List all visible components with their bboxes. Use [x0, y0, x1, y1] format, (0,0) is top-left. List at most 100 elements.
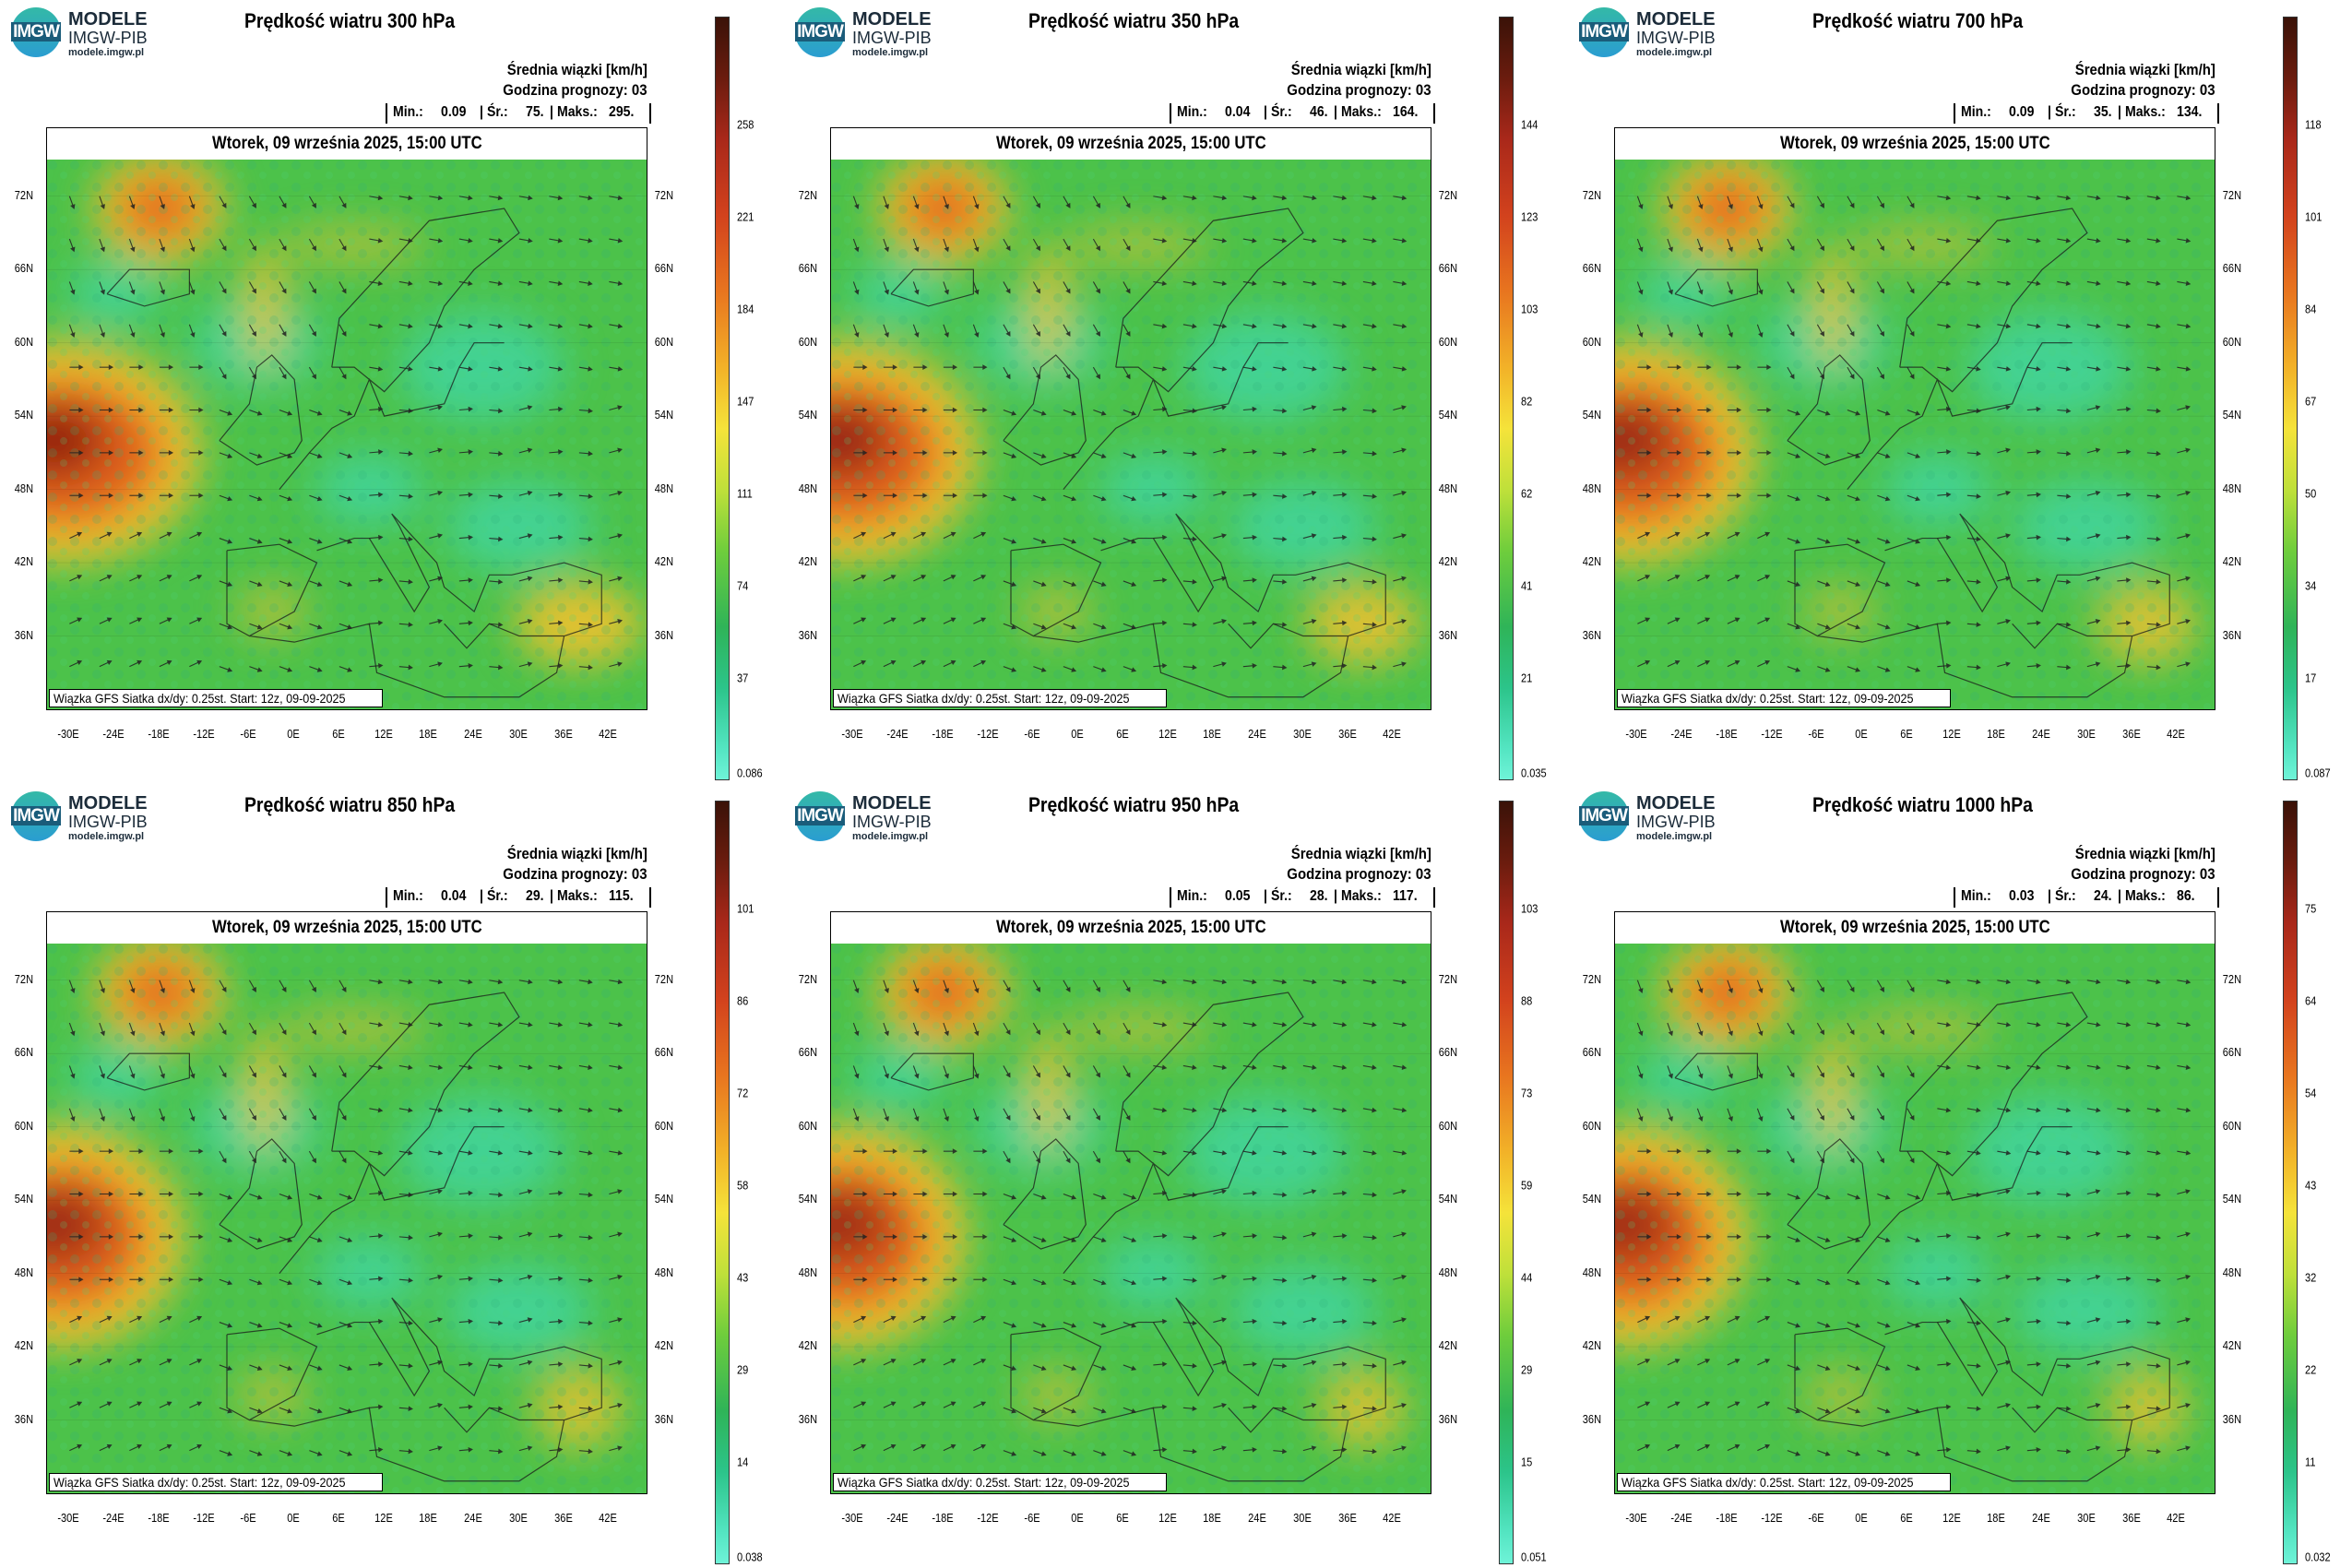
wind-arrow: [1676, 1234, 1682, 1240]
colorbar-tick: 147: [737, 394, 754, 409]
logo-url[interactable]: modele.imgw.pl: [68, 831, 145, 842]
wind-arrow: [1035, 1072, 1040, 1078]
lat-tick-right: 54N: [2222, 408, 2242, 422]
wind-arrow: [1040, 581, 1047, 588]
wind-arrow: [1192, 1107, 1197, 1113]
wind-speed-map[interactable]: [47, 944, 647, 1493]
wind-arrow: [1705, 575, 1711, 580]
wind-arrow: [980, 1315, 987, 1321]
wind-arrow: [70, 988, 76, 993]
wind-arrow: [377, 979, 384, 985]
lat-tick-right: 42N: [654, 1338, 674, 1353]
wind-arrow: [588, 1320, 593, 1326]
wind-arrow: [1976, 493, 1981, 499]
wind-arrow: [588, 578, 593, 585]
wind-arrow: [2126, 492, 2132, 498]
logo-url[interactable]: modele.imgw.pl: [1636, 47, 1713, 58]
wind-arrow: [227, 539, 233, 544]
wind-arrow: [890, 1443, 897, 1450]
lon-tick: 6E: [332, 1511, 345, 1525]
wind-arrow: [311, 245, 316, 252]
wind-arrow: [1766, 364, 1772, 371]
wind-arrow: [982, 1191, 988, 1197]
wind-speed-map[interactable]: [1615, 944, 2215, 1493]
imgw-logo[interactable]: IMGW MODELE IMGW-PIB modele.imgw.pl: [11, 791, 168, 843]
wind-arrow: [1884, 1408, 1891, 1414]
wind-arrow: [281, 1072, 287, 1078]
lat-tick-left: 42N: [1582, 554, 1602, 569]
wind-arrow: [1100, 1323, 1107, 1328]
wind-arrow: [2065, 979, 2072, 985]
map-frame[interactable]: Wtorek, 09 września 2025, 15:00 UTC Wiązk…: [1614, 911, 2215, 1494]
wind-arrow: [2126, 662, 2132, 669]
wind-arrow: [1976, 1277, 1981, 1283]
map-frame[interactable]: Wtorek, 09 września 2025, 15:00 UTC Wiązk…: [830, 127, 1431, 710]
logo-url[interactable]: modele.imgw.pl: [68, 47, 145, 58]
lat-tick-left: 42N: [1582, 1338, 1602, 1353]
stats-avg-label: Śr.:: [1271, 888, 1292, 904]
wind-arrow: [1071, 1451, 1077, 1456]
logo-url[interactable]: modele.imgw.pl: [1636, 831, 1713, 842]
wind-arrow: [980, 531, 987, 537]
wind-arrow: [1945, 238, 1952, 244]
wind-arrow: [1035, 986, 1040, 992]
lat-tick-left: 60N: [798, 334, 818, 349]
map-frame[interactable]: Wtorek, 09 września 2025, 15:00 UTC Wiązk…: [1614, 127, 2215, 710]
wind-arrow: [1282, 1406, 1288, 1411]
wind-arrow: [190, 1073, 196, 1079]
wind-arrow: [77, 1443, 83, 1450]
map-frame[interactable]: Wtorek, 09 września 2025, 15:00 UTC Wiązk…: [830, 911, 1431, 1494]
stats-avg-label: Śr.:: [2055, 104, 2076, 120]
stats-separator: |: [550, 888, 553, 904]
wind-arrow: [1252, 620, 1257, 626]
wind-arrow: [1646, 407, 1652, 413]
wind-arrow: [2066, 1234, 2072, 1241]
wind-arrow: [2005, 979, 2012, 985]
coastlines: [890, 208, 1386, 698]
wind-speed-map[interactable]: [831, 944, 1431, 1493]
wind-speed-map[interactable]: [47, 160, 647, 709]
wind-arrow: [1282, 536, 1288, 542]
wind-arrow: [498, 493, 504, 499]
wind-arrow: [558, 449, 564, 455]
imgw-logo[interactable]: IMGW MODELE IMGW-PIB modele.imgw.pl: [1579, 791, 1736, 843]
source-note: Wiązka GFS Siatka dx/dy: 0.25st. Start: …: [833, 689, 1167, 707]
wind-arrow: [1035, 202, 1040, 208]
colorbar-tick: 29: [737, 1362, 749, 1377]
wind-speed-map[interactable]: [1615, 160, 2215, 709]
wind-arrow: [588, 238, 593, 244]
wind-arrow: [1855, 581, 1861, 588]
wind-arrow: [557, 1022, 564, 1028]
wind-arrow: [497, 366, 504, 372]
imgw-logo[interactable]: IMGW MODELE IMGW-PIB modele.imgw.pl: [1579, 7, 1736, 59]
wind-arrow: [70, 1030, 76, 1037]
wind-arrow: [1312, 323, 1317, 329]
map-frame[interactable]: Wtorek, 09 września 2025, 15:00 UTC Wiązk…: [46, 127, 647, 710]
imgw-logo[interactable]: IMGW MODELE IMGW-PIB modele.imgw.pl: [795, 791, 952, 843]
imgw-logo[interactable]: IMGW MODELE IMGW-PIB modele.imgw.pl: [11, 7, 168, 59]
wind-arrow: [1728, 1073, 1733, 1079]
wind-arrow: [944, 1030, 949, 1037]
lat-tick-left: 72N: [1582, 187, 1602, 202]
logo-url[interactable]: modele.imgw.pl: [852, 47, 929, 58]
logo-url[interactable]: modele.imgw.pl: [852, 831, 929, 842]
wind-arrow: [1795, 1323, 1801, 1328]
wind-arrow: [1125, 1029, 1131, 1036]
logo-subtitle: IMGW-PIB: [852, 813, 932, 831]
wind-arrow: [1011, 1194, 1017, 1200]
map-frame[interactable]: Wtorek, 09 września 2025, 15:00 UTC Wiązk…: [46, 911, 647, 1494]
wind-arrow: [1795, 1365, 1801, 1372]
wind-arrow: [377, 195, 384, 201]
wind-arrow: [2126, 1446, 2132, 1453]
wind-arrow: [922, 450, 928, 456]
wind-arrow: [1705, 1401, 1711, 1407]
wind-arrow: [408, 1192, 413, 1198]
wind-arrow: [1824, 1451, 1831, 1456]
lon-tick: -30E: [841, 727, 864, 741]
wind-arrow: [974, 988, 980, 993]
wind-arrow: [130, 246, 136, 253]
wind-speed-map[interactable]: [831, 160, 1431, 709]
imgw-logo[interactable]: IMGW MODELE IMGW-PIB modele.imgw.pl: [795, 7, 952, 59]
wind-arrow: [862, 1148, 868, 1155]
wind-arrow: [1764, 1359, 1771, 1364]
